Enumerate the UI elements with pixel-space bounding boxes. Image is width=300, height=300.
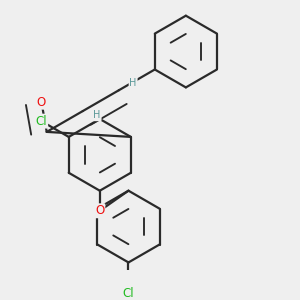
Text: Cl: Cl — [36, 115, 47, 128]
Text: H: H — [93, 110, 101, 120]
Text: O: O — [37, 96, 46, 109]
Text: Cl: Cl — [123, 287, 134, 300]
Text: O: O — [95, 204, 104, 217]
Text: H: H — [129, 78, 137, 88]
